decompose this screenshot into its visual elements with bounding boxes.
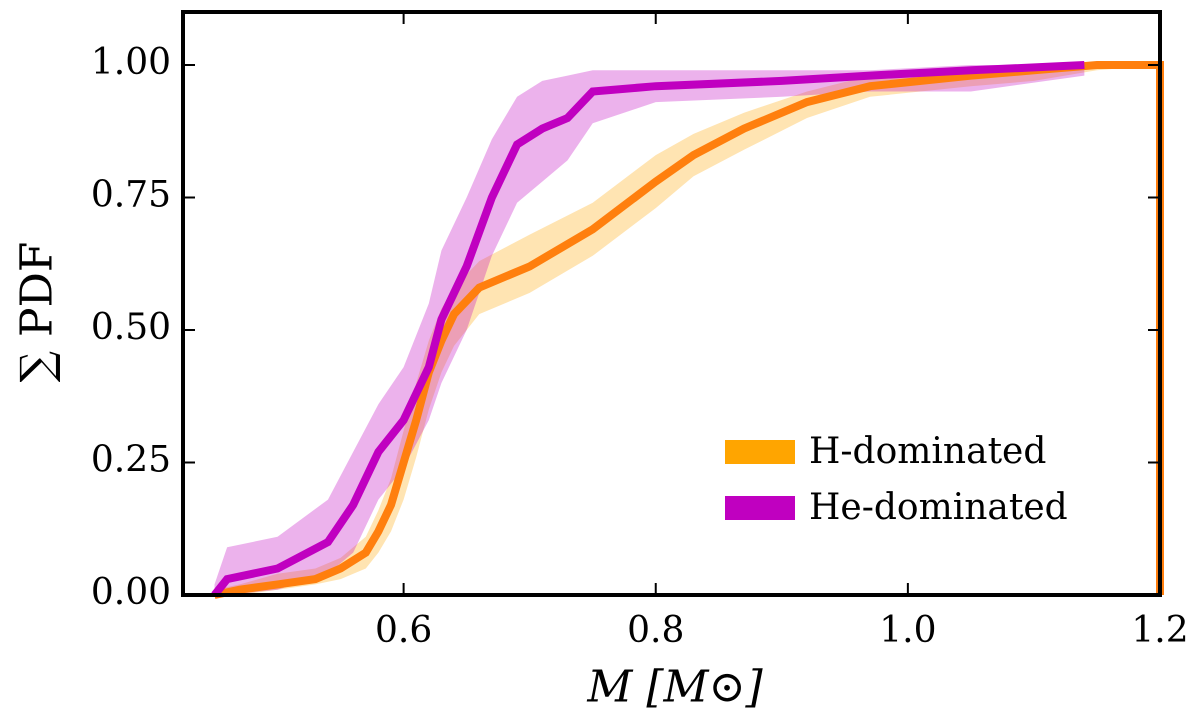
x-axis-label: M [M⊙] (586, 662, 763, 713)
legend-swatch (725, 440, 795, 464)
error-band (214, 65, 1161, 595)
y-tick-label: 0.75 (91, 175, 171, 216)
x-tick-label: 0.8 (627, 610, 684, 651)
y-tick-label: 1.00 (91, 42, 171, 83)
line (211, 61, 1085, 598)
error-band (214, 65, 1085, 595)
x-tick-label: 1.0 (879, 610, 936, 651)
y-tick-label: 0.25 (91, 440, 171, 481)
x-tick-label: 0.6 (375, 610, 432, 651)
y-tick-label: 0.00 (91, 572, 171, 613)
legend-swatch (725, 496, 795, 520)
y-tick-label: 0.50 (91, 307, 171, 348)
plot-frame (181, 10, 1162, 597)
legend-label: H-dominated (809, 431, 1046, 472)
y-axis-label: ∑ PDF (12, 242, 63, 383)
x-tick-label: 1.2 (1131, 610, 1188, 651)
line (213, 61, 1164, 599)
legend-label: He-dominated (809, 487, 1068, 528)
